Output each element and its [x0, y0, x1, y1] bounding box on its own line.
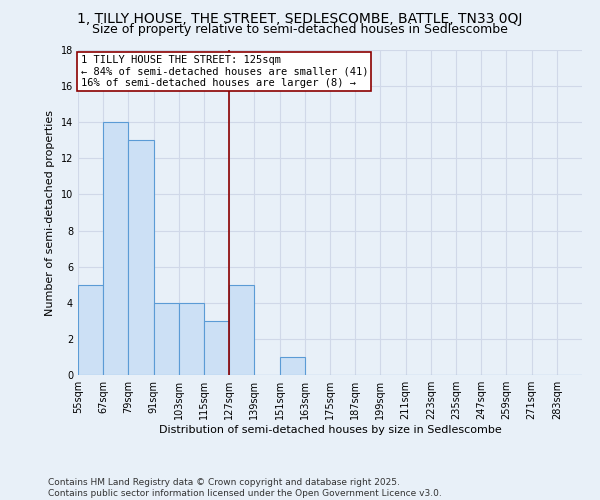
Bar: [128, 140, 154, 375]
Text: Contains HM Land Registry data © Crown copyright and database right 2025.
Contai: Contains HM Land Registry data © Crown c…: [48, 478, 442, 498]
X-axis label: Distribution of semi-detached houses by size in Sedlescombe: Distribution of semi-detached houses by …: [158, 425, 502, 435]
Text: Size of property relative to semi-detached houses in Sedlescombe: Size of property relative to semi-detach…: [92, 22, 508, 36]
Bar: [204, 321, 229, 375]
Bar: [179, 303, 204, 375]
Bar: [154, 303, 179, 375]
Bar: [229, 284, 254, 375]
Text: 1 TILLY HOUSE THE STREET: 125sqm
← 84% of semi-detached houses are smaller (41)
: 1 TILLY HOUSE THE STREET: 125sqm ← 84% o…: [80, 55, 368, 88]
Bar: [103, 122, 128, 375]
Y-axis label: Number of semi-detached properties: Number of semi-detached properties: [45, 110, 55, 316]
Bar: [280, 357, 305, 375]
Bar: [78, 284, 103, 375]
Text: 1, TILLY HOUSE, THE STREET, SEDLESCOMBE, BATTLE, TN33 0QJ: 1, TILLY HOUSE, THE STREET, SEDLESCOMBE,…: [77, 12, 523, 26]
